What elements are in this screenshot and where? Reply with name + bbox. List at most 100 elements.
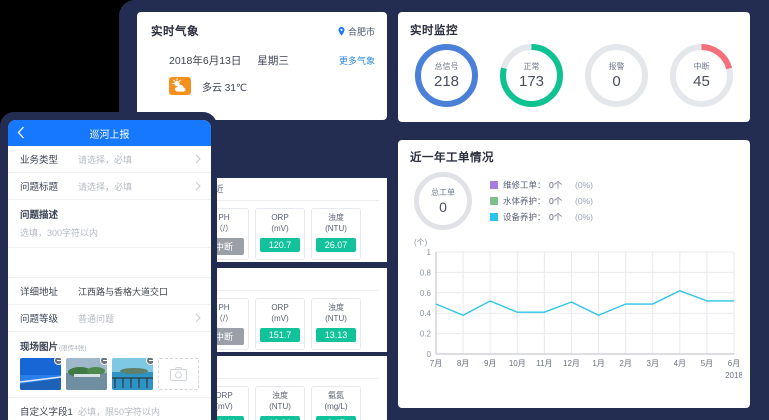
monitor-donut-2[interactable]: 报警 0: [585, 44, 648, 107]
workorder-title: 近一年工单情况: [410, 152, 494, 164]
metric-name: PH: [218, 303, 230, 312]
weather-card: 实时气象 合肥市 2018年6月13日 星期三 更多气象: [137, 12, 387, 120]
legend-percent: (0%): [575, 212, 593, 222]
legend-swatch-icon: [490, 181, 498, 189]
svg-text:1月: 1月: [592, 359, 604, 368]
monitor-donut-0[interactable]: 总信号 218: [415, 44, 478, 107]
metric-name: PH: [218, 213, 230, 222]
svg-text:11月: 11月: [536, 359, 552, 368]
description-spacer: [8, 248, 211, 278]
delete-badge-icon[interactable]: [146, 358, 153, 365]
monitor-donut-label: 正常: [523, 62, 540, 71]
svg-text:0: 0: [427, 350, 432, 359]
legend-count: 0个: [549, 212, 563, 222]
weather-weekday: 星期三: [257, 55, 289, 67]
delete-badge-icon[interactable]: [54, 358, 61, 365]
delete-badge-icon[interactable]: [100, 358, 107, 365]
photo-thumbnail-1[interactable]: [20, 358, 61, 390]
legend-percent: (0%): [575, 180, 593, 190]
metric-name: 氨氮: [328, 391, 344, 400]
workorder-legend: 维修工单： 0个 (0%) 水体养护： 0个 (0%) 设备养护： 0个 (0%…: [490, 179, 593, 223]
monitor-title: 实时监控: [410, 25, 458, 37]
metric-unit: (mV): [215, 401, 233, 411]
monitor-donut-value: 45: [693, 73, 710, 90]
legend-name: 维修工单：: [503, 180, 546, 190]
monitor-donut-3[interactable]: 中断 45: [670, 44, 733, 107]
workorder-card: 近一年工单情况 总工单 0 维修工单： 0个 (0%) 水体养护： 0个 (0%…: [398, 140, 750, 408]
metric-card[interactable]: 浊度 (NTU) 13.86: [255, 386, 305, 420]
form-value: 江西路与香格大道交口: [78, 286, 169, 297]
metric-card[interactable]: ORP (mV) 120.7: [255, 208, 305, 260]
address-row[interactable]: 详细地址 江西路与香格大道交口: [8, 278, 211, 305]
metric-card[interactable]: 氨氮 (mg/L) 2.47: [311, 386, 361, 420]
legend-count: 0个: [549, 196, 563, 206]
metric-unit: （/）: [214, 313, 234, 323]
mobile-header: 巡河上报: [8, 120, 211, 146]
metric-name: 浊度: [328, 213, 344, 222]
add-photo-button[interactable]: [158, 358, 199, 390]
metric-unit: (mg/L): [324, 401, 348, 411]
weather-more-link[interactable]: 更多气象: [338, 56, 375, 66]
photo-row: [20, 358, 199, 390]
svg-text:0.8: 0.8: [420, 268, 432, 277]
legend-swatch-icon: [490, 213, 498, 221]
metric-card[interactable]: 浊度 (NTU) 13.13: [311, 298, 361, 350]
metric-unit: （/）: [214, 223, 234, 233]
form-row-0[interactable]: 业务类型 请选择，必填: [8, 146, 211, 173]
form-value: 普通问题: [78, 313, 115, 324]
svg-text:2018: 2018: [725, 371, 742, 380]
svg-text:0.6: 0.6: [420, 289, 432, 298]
metric-value: 2.47: [316, 415, 356, 420]
form-label: 自定义字段1: [20, 407, 73, 418]
photo-thumbnail-3[interactable]: [112, 358, 153, 390]
svg-text:0.4: 0.4: [420, 309, 432, 318]
mobile-title: 巡河上报: [89, 129, 130, 141]
map-pin-icon: [338, 26, 345, 36]
metric-name: 浊度: [328, 303, 344, 312]
legend-swatch-icon: [490, 197, 498, 205]
workorder-total-label: 总工单: [431, 188, 455, 197]
metric-card[interactable]: 浊度 (NTU) 26.07: [311, 208, 361, 260]
svg-text:10月: 10月: [509, 359, 526, 368]
photos-header: 现场图片 (限传4张): [20, 339, 199, 353]
svg-text:9月: 9月: [484, 359, 496, 368]
monitor-donut-value: 173: [518, 73, 545, 90]
weather-location[interactable]: 合肥市: [337, 25, 375, 38]
svg-text:3月: 3月: [647, 359, 659, 368]
weather-title: 实时气象: [151, 26, 199, 38]
custom-field-row-0[interactable]: 自定义字段1 必填，限50字符以内: [8, 398, 211, 420]
form-label: 业务类型: [20, 155, 59, 166]
chevron-left-icon[interactable]: [17, 126, 25, 139]
form-row-1[interactable]: 问题标题 请选择，必填: [8, 173, 211, 200]
metric-value: 13.13: [316, 327, 356, 342]
level-row[interactable]: 问题等级 普通问题: [8, 305, 211, 332]
weather-condition-row: 多云 31℃: [137, 68, 387, 95]
metric-value: 91.44: [204, 415, 244, 420]
metric-name: ORP: [271, 303, 289, 312]
weather-date: 2018年6月13日: [169, 55, 242, 67]
photos-section: 现场图片 (限传4张): [8, 332, 211, 398]
chart-unit-label: (个): [414, 238, 428, 247]
chevron-right-icon: [195, 154, 201, 164]
metric-name: ORP: [215, 391, 233, 400]
workorder-summary: 总工单 0 维修工单： 0个 (0%) 水体养护： 0个 (0%) 设备养护： …: [398, 165, 750, 230]
weather-location-label: 合肥市: [347, 26, 375, 37]
monitor-donut-value: 218: [433, 73, 460, 90]
sun-cloud-icon: [169, 77, 191, 95]
description-label: 问题描述: [20, 210, 59, 221]
description-block[interactable]: 问题描述 选填，300字符以内: [8, 200, 211, 248]
metric-card[interactable]: ORP (mV) 151.7: [255, 298, 305, 350]
form-value: 请选择，必填: [78, 181, 133, 192]
svg-text:7月: 7月: [430, 359, 442, 368]
monitor-donut-1[interactable]: 正常 173: [500, 44, 563, 107]
monitor-donut-label: 总信号: [434, 62, 459, 71]
chevron-right-icon: [195, 181, 201, 191]
realtime-monitor-card: 实时监控 总信号 218 正常 173 报警 0 中断 45: [398, 12, 750, 122]
svg-text:12月: 12月: [563, 359, 580, 368]
photo-thumbnail-2[interactable]: [66, 358, 107, 390]
description-placeholder: 选填，300字符以内: [20, 228, 99, 238]
divider: [145, 200, 379, 201]
metric-unit: (mV): [271, 223, 289, 233]
legend-name: 水体养护：: [503, 196, 546, 206]
form-label: 详细地址: [20, 287, 59, 298]
